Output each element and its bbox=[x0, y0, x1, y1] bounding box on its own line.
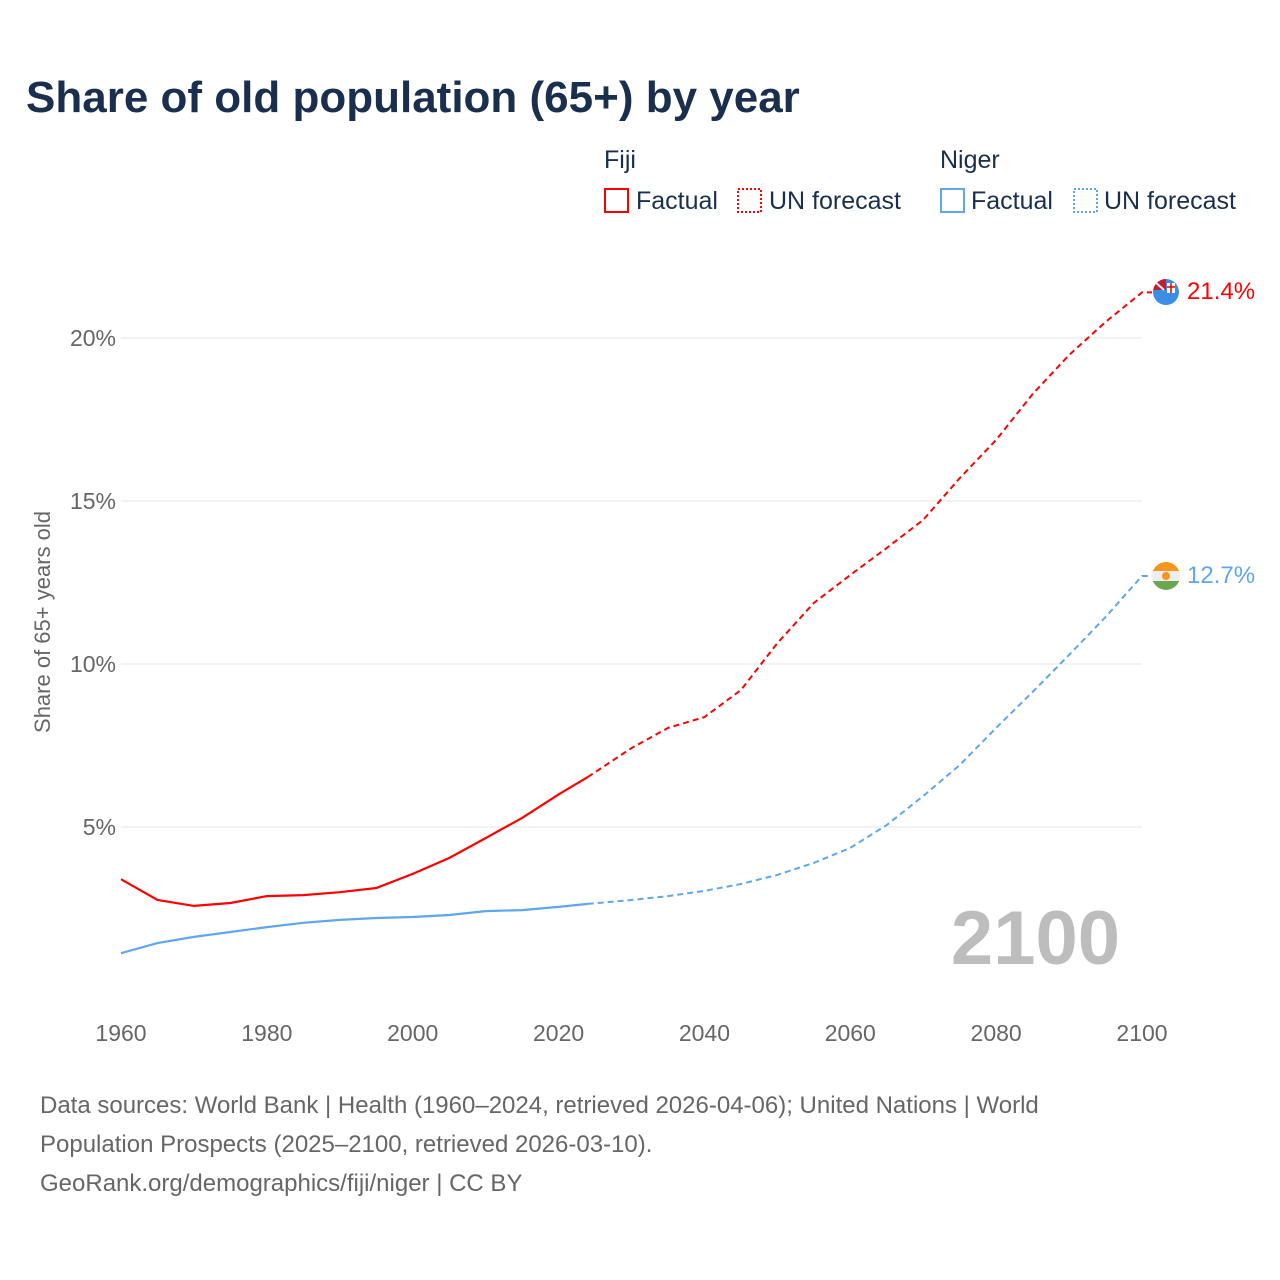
source-link[interactable]: GeoRank.org/demographics/fiji/niger | CC… bbox=[40, 1170, 522, 1197]
x-tick-label: 1960 bbox=[95, 1020, 146, 1046]
legend-niger-heading[interactable]: Niger bbox=[940, 146, 1000, 174]
legend: Fiji Factual UN forecast Niger Factual U… bbox=[604, 146, 1236, 215]
x-tick-label: 1980 bbox=[241, 1020, 292, 1046]
x-tick-label: 2040 bbox=[679, 1020, 730, 1046]
legend-niger-forecast[interactable]: UN forecast bbox=[1104, 187, 1236, 215]
y-tick-label: 15% bbox=[70, 488, 116, 514]
y-axis-label: Share of 65+ years old bbox=[30, 511, 55, 733]
legend-fiji-forecast[interactable]: UN forecast bbox=[769, 187, 901, 215]
legend-niger-factual[interactable]: Factual bbox=[971, 187, 1053, 215]
x-tick-label: 2020 bbox=[533, 1020, 584, 1046]
legend-fiji-factual[interactable]: Factual bbox=[636, 187, 718, 215]
x-tick-label: 2060 bbox=[825, 1020, 876, 1046]
current-year-label: 2100 bbox=[951, 896, 1120, 981]
legend-fiji-forecast-swatch bbox=[737, 188, 762, 213]
niger-end-label: 12.7% bbox=[1187, 562, 1255, 589]
source-line-1: Data sources: World Bank | Health (1960–… bbox=[40, 1092, 1039, 1119]
legend-fiji-heading[interactable]: Fiji bbox=[604, 146, 636, 174]
y-tick-label: 10% bbox=[70, 651, 116, 677]
x-tick-label: 2000 bbox=[387, 1020, 438, 1046]
fiji-end-label: 21.4% bbox=[1187, 278, 1255, 305]
niger-forecast-line bbox=[587, 575, 1152, 905]
fiji-factual-line bbox=[120, 776, 589, 908]
series-lines bbox=[120, 291, 1152, 955]
legend-niger-factual-swatch bbox=[940, 188, 965, 213]
grid bbox=[121, 337, 1142, 828]
chart-title: Share of old population (65+) by year bbox=[26, 73, 800, 122]
fiji-flag-icon bbox=[1153, 279, 1179, 305]
y-tick-label: 5% bbox=[83, 814, 116, 840]
y-axis-ticks: 5% 10% 15% 20% bbox=[70, 325, 116, 840]
x-axis-ticks: 1960 1980 2000 2020 2040 2060 2080 2100 bbox=[95, 1020, 1167, 1046]
source-line-2: Population Prospects (2025–2100, retriev… bbox=[40, 1131, 652, 1158]
y-tick-label: 20% bbox=[70, 325, 116, 351]
niger-factual-line bbox=[120, 902, 588, 955]
x-tick-label: 2100 bbox=[1116, 1020, 1167, 1046]
legend-niger-forecast-swatch bbox=[1073, 188, 1098, 213]
niger-flag-icon bbox=[1152, 562, 1180, 590]
x-tick-label: 2080 bbox=[971, 1020, 1022, 1046]
legend-fiji-factual-swatch bbox=[604, 188, 629, 213]
fiji-forecast-line bbox=[587, 291, 1152, 778]
